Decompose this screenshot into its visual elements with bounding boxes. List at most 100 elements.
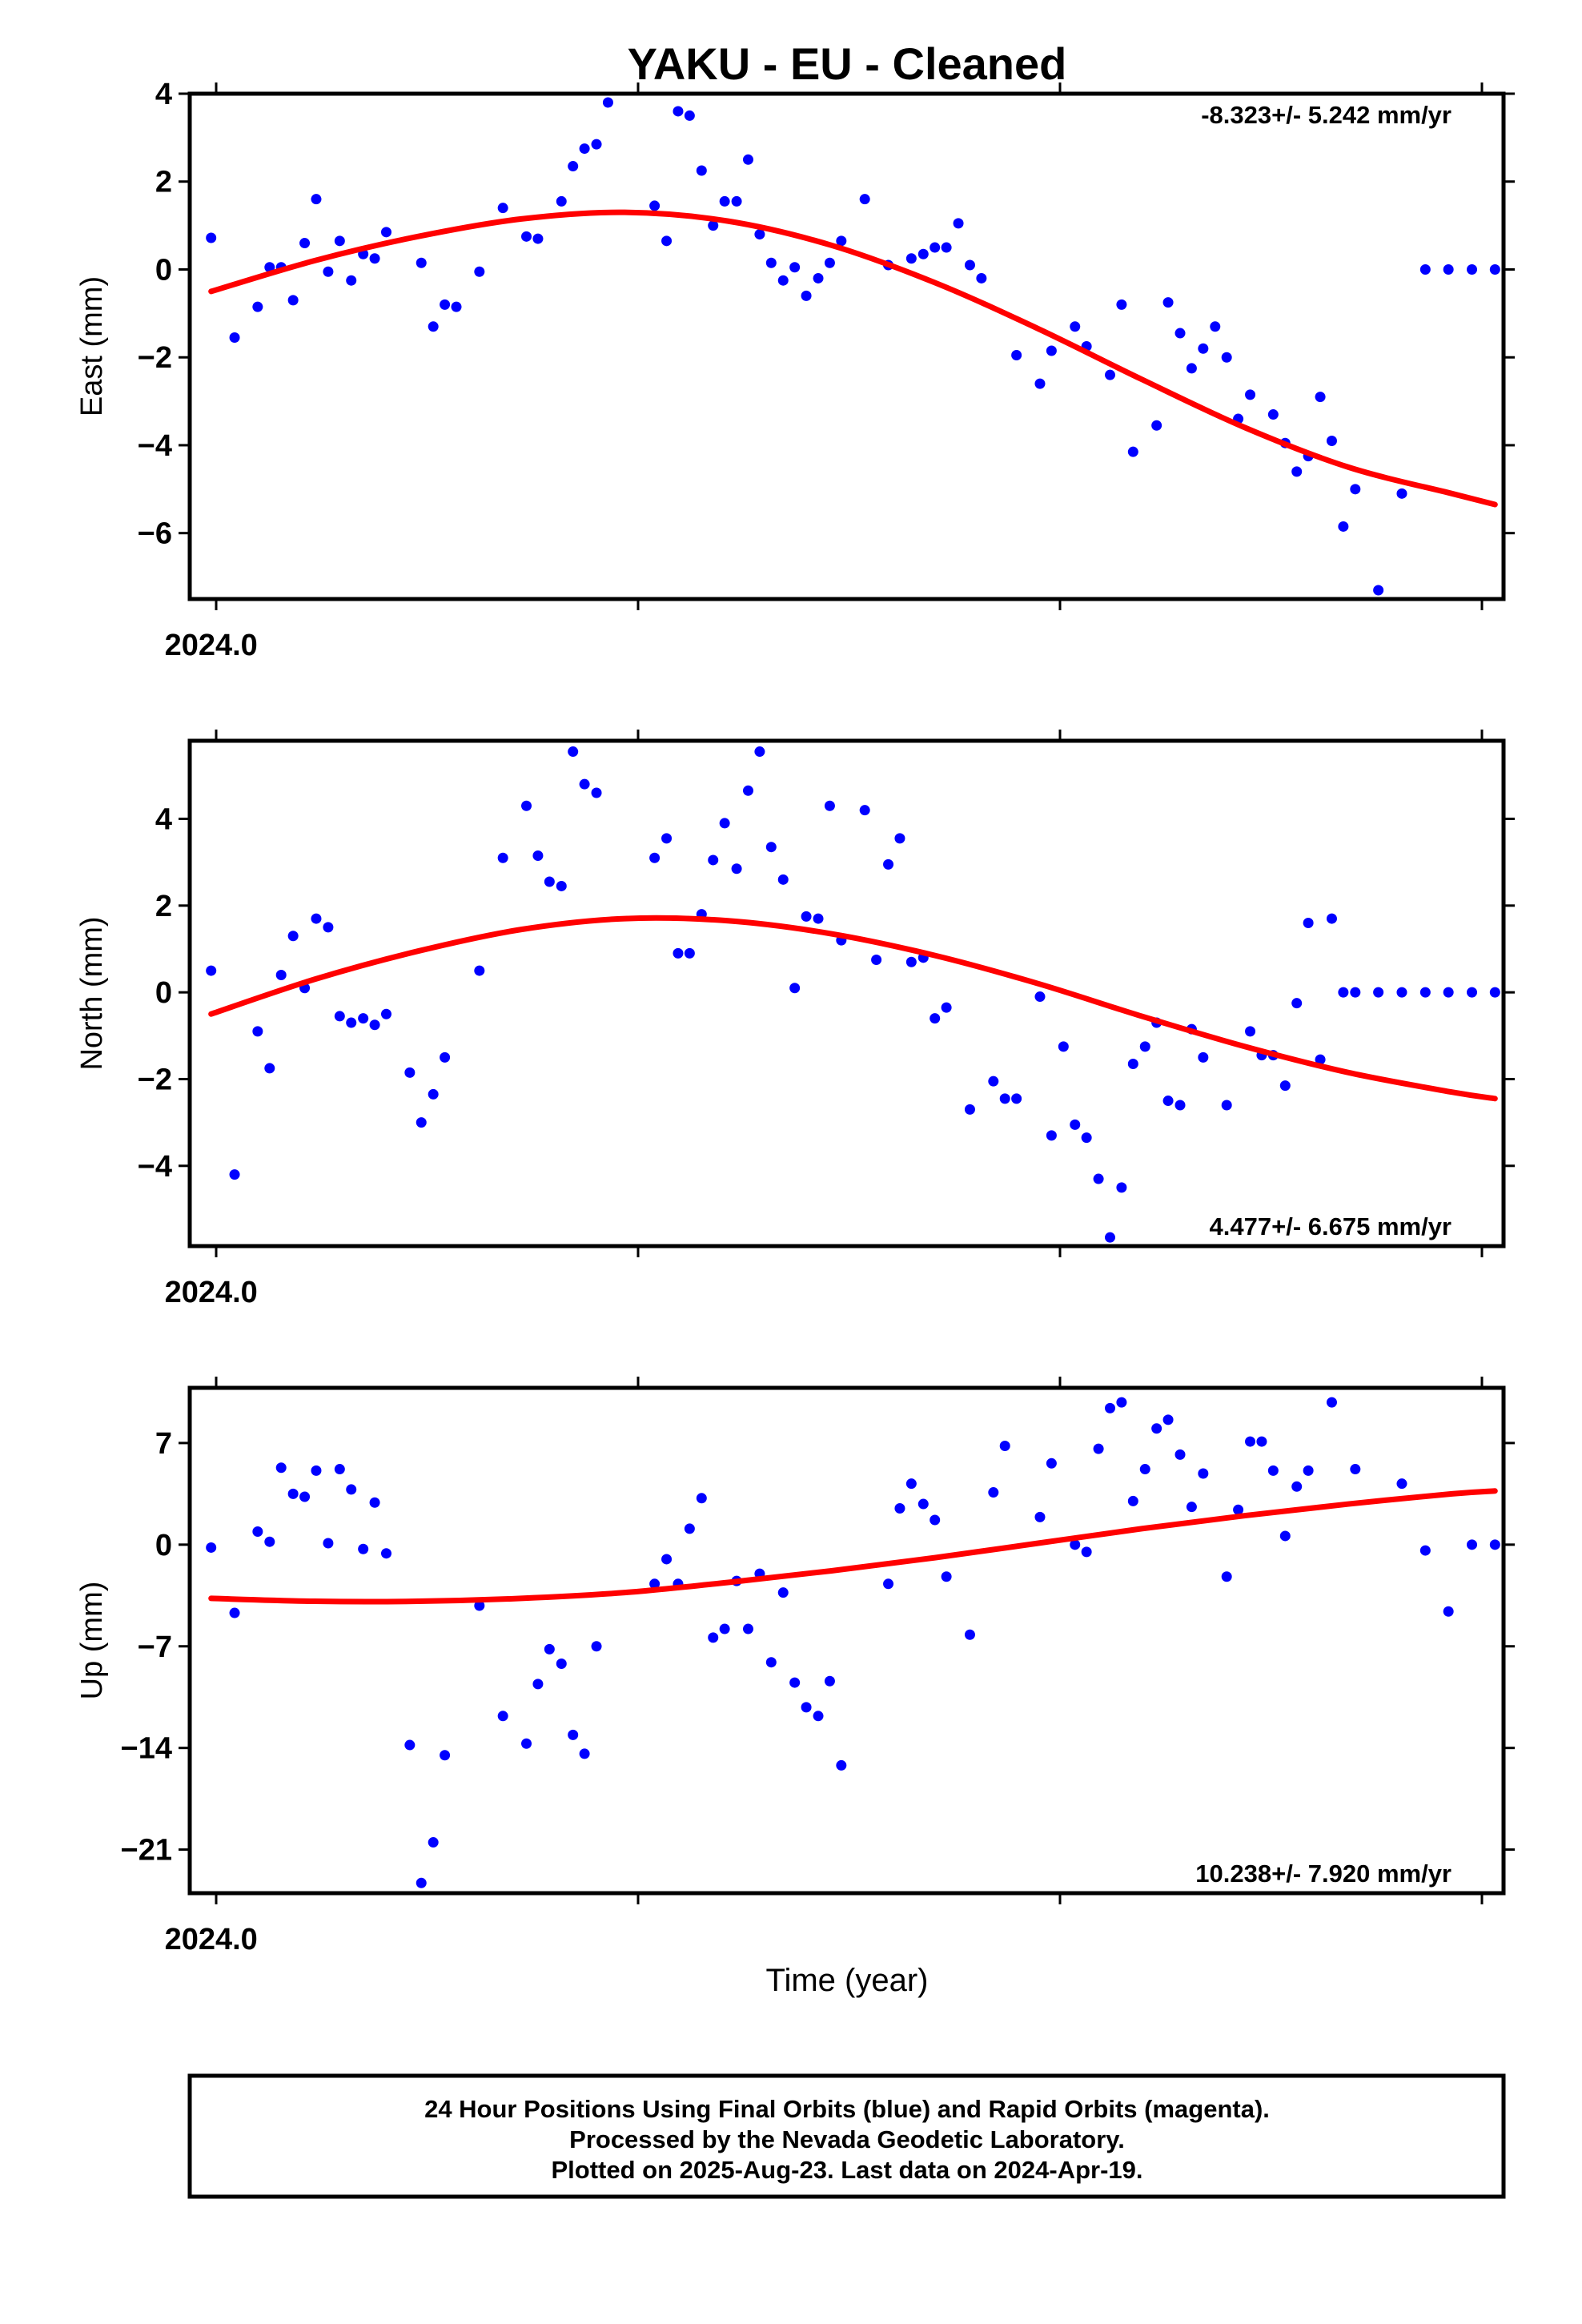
data-point bbox=[591, 787, 602, 798]
data-point bbox=[673, 106, 684, 117]
data-point bbox=[1198, 1468, 1209, 1479]
data-point bbox=[323, 266, 334, 277]
rate-annotation: 10.238+/- 7.920 mm/yr bbox=[1195, 1860, 1452, 1888]
data-point bbox=[894, 833, 905, 844]
data-point bbox=[765, 1657, 777, 1668]
data-point bbox=[1011, 1093, 1022, 1104]
data-point bbox=[941, 1571, 952, 1582]
data-point bbox=[976, 272, 987, 283]
data-point bbox=[532, 233, 544, 244]
data-point bbox=[719, 1623, 730, 1634]
data-point bbox=[742, 1623, 753, 1634]
data-point bbox=[941, 242, 952, 253]
data-point bbox=[777, 275, 789, 286]
data-point bbox=[579, 143, 590, 155]
data-point bbox=[323, 922, 334, 933]
data-point bbox=[754, 746, 765, 758]
data-point bbox=[311, 194, 322, 205]
data-point bbox=[1174, 328, 1186, 339]
data-point bbox=[1070, 321, 1081, 332]
data-point bbox=[451, 301, 462, 312]
data-point bbox=[1443, 1606, 1454, 1617]
data-point bbox=[742, 154, 753, 165]
data-point bbox=[334, 1011, 345, 1022]
data-point bbox=[1046, 345, 1057, 356]
y-axis-label: East (mm) bbox=[75, 276, 109, 416]
data-point bbox=[719, 818, 730, 829]
data-point bbox=[369, 1497, 380, 1508]
data-point bbox=[1467, 263, 1478, 275]
data-point bbox=[1396, 488, 1407, 499]
data-point bbox=[206, 1542, 217, 1553]
data-point bbox=[497, 203, 508, 214]
data-point bbox=[1070, 1119, 1081, 1130]
data-point bbox=[428, 1088, 439, 1100]
data-point bbox=[252, 1026, 263, 1037]
data-point bbox=[765, 257, 777, 268]
data-point bbox=[1350, 484, 1361, 495]
data-point bbox=[1081, 1132, 1092, 1144]
data-point bbox=[1116, 299, 1127, 310]
data-point bbox=[358, 1543, 369, 1554]
data-point bbox=[1467, 1539, 1478, 1550]
data-point bbox=[1046, 1458, 1057, 1469]
data-point bbox=[1174, 1449, 1186, 1460]
data-point bbox=[1046, 1130, 1057, 1141]
data-point bbox=[789, 262, 801, 273]
data-point bbox=[789, 983, 801, 994]
data-point bbox=[1162, 297, 1174, 308]
data-point bbox=[1315, 1054, 1326, 1065]
data-point bbox=[917, 248, 929, 259]
data-point bbox=[1093, 1443, 1104, 1454]
data-point bbox=[719, 195, 730, 207]
data-point bbox=[334, 1464, 345, 1475]
data-point bbox=[917, 1498, 929, 1510]
data-point bbox=[1291, 998, 1303, 1009]
data-point bbox=[789, 1677, 801, 1688]
data-point bbox=[287, 295, 299, 306]
data-point bbox=[579, 1748, 590, 1759]
data-point bbox=[346, 1484, 357, 1495]
data-point bbox=[1489, 263, 1500, 275]
data-point bbox=[440, 1051, 451, 1063]
data-point bbox=[754, 229, 765, 240]
data-point bbox=[264, 1536, 275, 1547]
data-point bbox=[1326, 1397, 1337, 1408]
data-point bbox=[1221, 1100, 1232, 1111]
data-point bbox=[824, 800, 835, 811]
plot-frame bbox=[187, 1385, 1506, 1896]
footer-line-3: Plotted on 2025-Aug-23. Last data on 202… bbox=[551, 2156, 1142, 2184]
y-tick-label: −2 bbox=[138, 341, 172, 375]
data-point bbox=[649, 852, 661, 863]
y-axis-label: Up (mm) bbox=[75, 1582, 109, 1700]
data-point bbox=[544, 876, 555, 887]
data-point bbox=[1467, 987, 1478, 998]
y-tick-label: −4 bbox=[138, 429, 172, 463]
data-point bbox=[1105, 1402, 1116, 1413]
data-point bbox=[684, 947, 695, 959]
data-point bbox=[404, 1739, 416, 1751]
data-point bbox=[1256, 1436, 1267, 1447]
data-point bbox=[591, 139, 602, 150]
data-point bbox=[1267, 409, 1279, 420]
data-point bbox=[474, 266, 485, 277]
data-point bbox=[275, 969, 287, 980]
y-tick-label: 0 bbox=[155, 1529, 172, 1562]
data-point bbox=[568, 1729, 579, 1740]
data-point bbox=[1338, 521, 1349, 532]
data-point bbox=[428, 1837, 439, 1848]
data-point bbox=[813, 272, 824, 283]
data-point bbox=[1210, 321, 1221, 332]
data-point bbox=[358, 1013, 369, 1024]
up-panel: 7 0 −7 −14 −21 2024.0 Up (mm) 10.238+/- 7.920 m… bbox=[75, 1377, 1515, 1956]
plot-frame bbox=[187, 91, 1506, 601]
y-tick-label: −4 bbox=[138, 1150, 172, 1184]
data-point bbox=[1127, 446, 1138, 457]
data-point bbox=[871, 955, 882, 966]
data-point bbox=[1174, 1100, 1186, 1111]
data-point bbox=[521, 231, 532, 242]
data-point bbox=[1198, 343, 1209, 354]
data-point bbox=[1443, 987, 1454, 998]
data-point bbox=[1221, 352, 1232, 363]
data-point bbox=[1443, 263, 1454, 275]
